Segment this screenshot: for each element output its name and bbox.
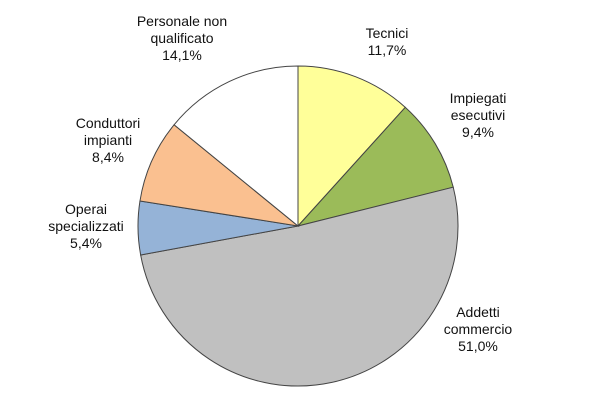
pie-slice-6 — [173, 65, 299, 228]
pie-slice-3 — [140, 186, 459, 387]
pie-slice-5 — [139, 124, 300, 227]
slice-category-label: qualificato — [150, 30, 213, 46]
slice-value-label: 8,4% — [92, 149, 124, 165]
slice-category-label: Tecnici — [366, 25, 409, 41]
slice-category-label: Personale non — [137, 13, 227, 29]
slice-category-label: Addetti — [456, 304, 500, 320]
slice-category-label: impianti — [84, 132, 132, 148]
pie-slice-1 — [297, 65, 407, 228]
slice-category-label: Impiegati — [450, 90, 507, 106]
slice-label-5: Conduttori impianti 8,4% — [76, 115, 141, 165]
slice-value-label: 11,7% — [368, 42, 407, 58]
pie-slice-2 — [296, 106, 454, 227]
slice-category-label: Operai — [65, 201, 107, 217]
slice-category-label: specializzati — [48, 218, 123, 234]
slice-category-label: esecutivi — [451, 107, 505, 123]
slice-value-label: 5,4% — [70, 235, 102, 251]
slice-label-1: Tecnici 11,7% — [366, 25, 409, 58]
slice-value-label: 9,4% — [462, 124, 494, 140]
slice-category-label: commercio — [444, 321, 513, 337]
slice-label-2: Impiegati esecutivi 9,4% — [450, 90, 507, 140]
slice-value-label: 14,1% — [162, 47, 202, 63]
slice-value-label: 51,0% — [458, 338, 498, 354]
slice-label-6: Personale non qualificato 14,1% — [137, 13, 227, 63]
slice-label-4: Operai specializzati 5,4% — [48, 201, 123, 251]
slice-label-3: Addetti commercio 51,0% — [444, 304, 513, 354]
slice-category-label: Conduttori — [76, 115, 141, 131]
